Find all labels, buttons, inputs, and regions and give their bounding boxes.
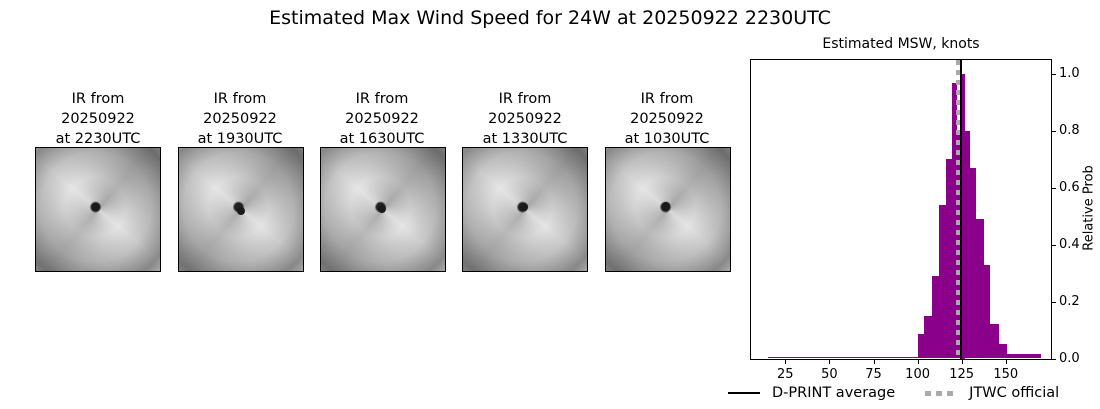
histogram-bar bbox=[960, 74, 966, 359]
typhoon-eye bbox=[92, 203, 100, 211]
y-tick-label: 0.6 bbox=[1059, 179, 1080, 195]
y-tick bbox=[1051, 358, 1056, 360]
x-tick bbox=[873, 359, 875, 364]
x-tick bbox=[961, 359, 963, 364]
ir-panel-title: IR from 20250922 at 1330UTC bbox=[482, 91, 568, 147]
y-tick-label: 0.2 bbox=[1059, 293, 1080, 309]
histogram-bar bbox=[917, 334, 924, 359]
histogram-bar bbox=[923, 315, 932, 359]
ir-panel-title: IR from 20250922 at 1930UTC bbox=[197, 91, 283, 147]
x-tick-label: 125 bbox=[949, 367, 975, 382]
y-tick bbox=[1051, 244, 1056, 246]
x-tick-label: 150 bbox=[993, 367, 1019, 382]
x-tick bbox=[829, 359, 831, 364]
ir-image bbox=[178, 147, 304, 272]
ir-panel-title: IR from 20250922 at 1630UTC bbox=[339, 91, 425, 147]
ir-image bbox=[35, 147, 161, 272]
histogram-bar bbox=[938, 204, 946, 359]
dotted-line-legend-icon bbox=[925, 390, 958, 396]
histogram-bar bbox=[975, 219, 984, 359]
histogram-bar bbox=[965, 130, 970, 359]
x-tick bbox=[917, 359, 919, 364]
typhoon-eye bbox=[520, 203, 528, 211]
histogram-bar bbox=[989, 324, 999, 359]
x-tick bbox=[1005, 359, 1007, 364]
ir-panel-title: IR from 20250922 at 1030UTC bbox=[624, 91, 710, 147]
typhoon-eye bbox=[662, 202, 670, 210]
y-tick bbox=[1051, 187, 1056, 189]
x-tick-label: 75 bbox=[865, 367, 882, 382]
legend-official-label: JTWC official bbox=[969, 385, 1060, 401]
histogram-bar bbox=[931, 275, 939, 359]
y-tick bbox=[1051, 130, 1056, 132]
y-tick-label: 1.0 bbox=[1059, 66, 1080, 81]
solid-line-legend-icon bbox=[728, 392, 760, 394]
jtwc-official-line bbox=[956, 60, 961, 359]
figure-title: Estimated Max Wind Speed for 24W at 2025… bbox=[269, 7, 831, 29]
x-tick bbox=[785, 359, 787, 364]
histogram-bar bbox=[768, 356, 918, 359]
histogram-bar bbox=[969, 167, 976, 359]
y-tick-label: 0.8 bbox=[1059, 122, 1080, 138]
histogram-bar bbox=[1007, 354, 1042, 359]
y-tick bbox=[1051, 74, 1056, 75]
x-tick-label: 50 bbox=[821, 367, 838, 382]
dprint-average-line bbox=[959, 60, 963, 359]
ir-panel-title: IR from 20250922 at 2230UTC bbox=[55, 91, 141, 147]
typhoon-eye bbox=[378, 205, 386, 213]
y-tick bbox=[1051, 301, 1056, 303]
histogram-bar bbox=[951, 82, 957, 359]
chart-title: Estimated MSW, knots bbox=[822, 36, 980, 52]
legend: D-PRINT average JTWC official bbox=[728, 385, 1059, 401]
histogram-bar bbox=[998, 344, 1008, 359]
x-tick-label: 25 bbox=[777, 367, 794, 382]
legend-avg-label: D-PRINT average bbox=[772, 385, 896, 401]
ir-image bbox=[605, 147, 731, 272]
y-tick-label: 0.4 bbox=[1059, 236, 1080, 252]
histogram-bar bbox=[946, 159, 952, 359]
ir-image bbox=[462, 147, 588, 272]
x-tick-label: 100 bbox=[905, 367, 930, 382]
typhoon-eye bbox=[237, 207, 245, 215]
histogram-bar bbox=[983, 264, 990, 359]
y-axis-label: Relative Prob bbox=[1081, 165, 1097, 251]
y-tick-label: 0.0 bbox=[1059, 350, 1080, 366]
ir-image bbox=[320, 147, 446, 272]
histogram-axes bbox=[750, 59, 1052, 360]
